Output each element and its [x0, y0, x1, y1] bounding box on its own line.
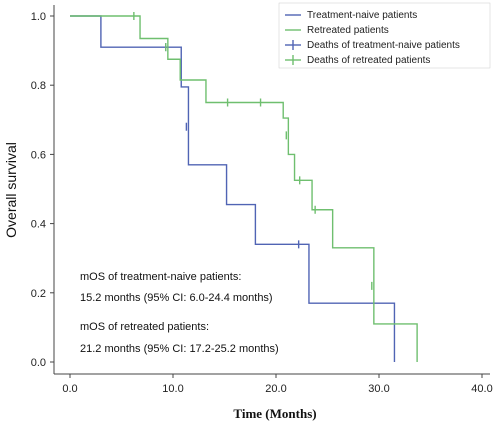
- x-axis-ticks: 0.0 10.0 20.0 30.0 40.0: [62, 374, 493, 395]
- legend-frame: [278, 2, 491, 69]
- x-tick-label: 0.0: [62, 383, 77, 395]
- y-axis-title: Overall survival: [3, 142, 19, 238]
- annotation-naive-value: 15.2 months (95% CI: 6.0-24.4 months): [80, 292, 273, 304]
- annotation-naive-heading: mOS of treatment-naive patients:: [80, 271, 241, 283]
- legend-item-deaths-treatment-naive: Deaths of treatment-naive patients: [285, 40, 460, 51]
- plot-area: [53, 5, 490, 375]
- survival-curve-retreated: [70, 15, 418, 362]
- x-tick-label: 20.0: [265, 383, 286, 395]
- annotation-retreated-heading: mOS of retreated patients:: [80, 321, 209, 333]
- y-tick-label: 0.2: [31, 288, 46, 300]
- y-tick-label: 0.0: [31, 357, 46, 369]
- x-tick-label: 40.0: [471, 383, 492, 395]
- legend-item-retreated: Retreated patients: [285, 25, 389, 36]
- legend: Treatment-naive patients Retreated patie…: [278, 2, 491, 69]
- y-tick-label: 0.8: [31, 80, 46, 92]
- annotation-retreated-value: 21.2 months (95% CI: 17.2-25.2 months): [80, 343, 279, 355]
- legend-label: Deaths of retreated patients: [307, 55, 430, 66]
- y-tick-label: 0.4: [31, 219, 46, 231]
- x-tick-label: 10.0: [162, 383, 183, 395]
- legend-item-deaths-retreated: Deaths of retreated patients: [285, 55, 430, 66]
- y-axis-ticks: 0.0 0.2 0.4 0.6 0.8 1.0: [31, 11, 54, 369]
- x-tick-label: 30.0: [368, 383, 389, 395]
- survival-curve-treatment-naive: [70, 15, 396, 362]
- legend-label: Deaths of treatment-naive patients: [307, 40, 460, 51]
- y-tick-label: 1.0: [31, 11, 46, 23]
- series-layer: [70, 12, 418, 362]
- x-axis-title: Time (Months): [233, 406, 316, 421]
- median-os-annotation: mOS of treatment-naive patients: 15.2 mo…: [80, 271, 279, 355]
- legend-label: Retreated patients: [307, 25, 389, 36]
- legend-item-treatment-naive: Treatment-naive patients: [285, 10, 417, 21]
- legend-label: Treatment-naive patients: [307, 10, 417, 21]
- y-tick-label: 0.6: [31, 149, 46, 161]
